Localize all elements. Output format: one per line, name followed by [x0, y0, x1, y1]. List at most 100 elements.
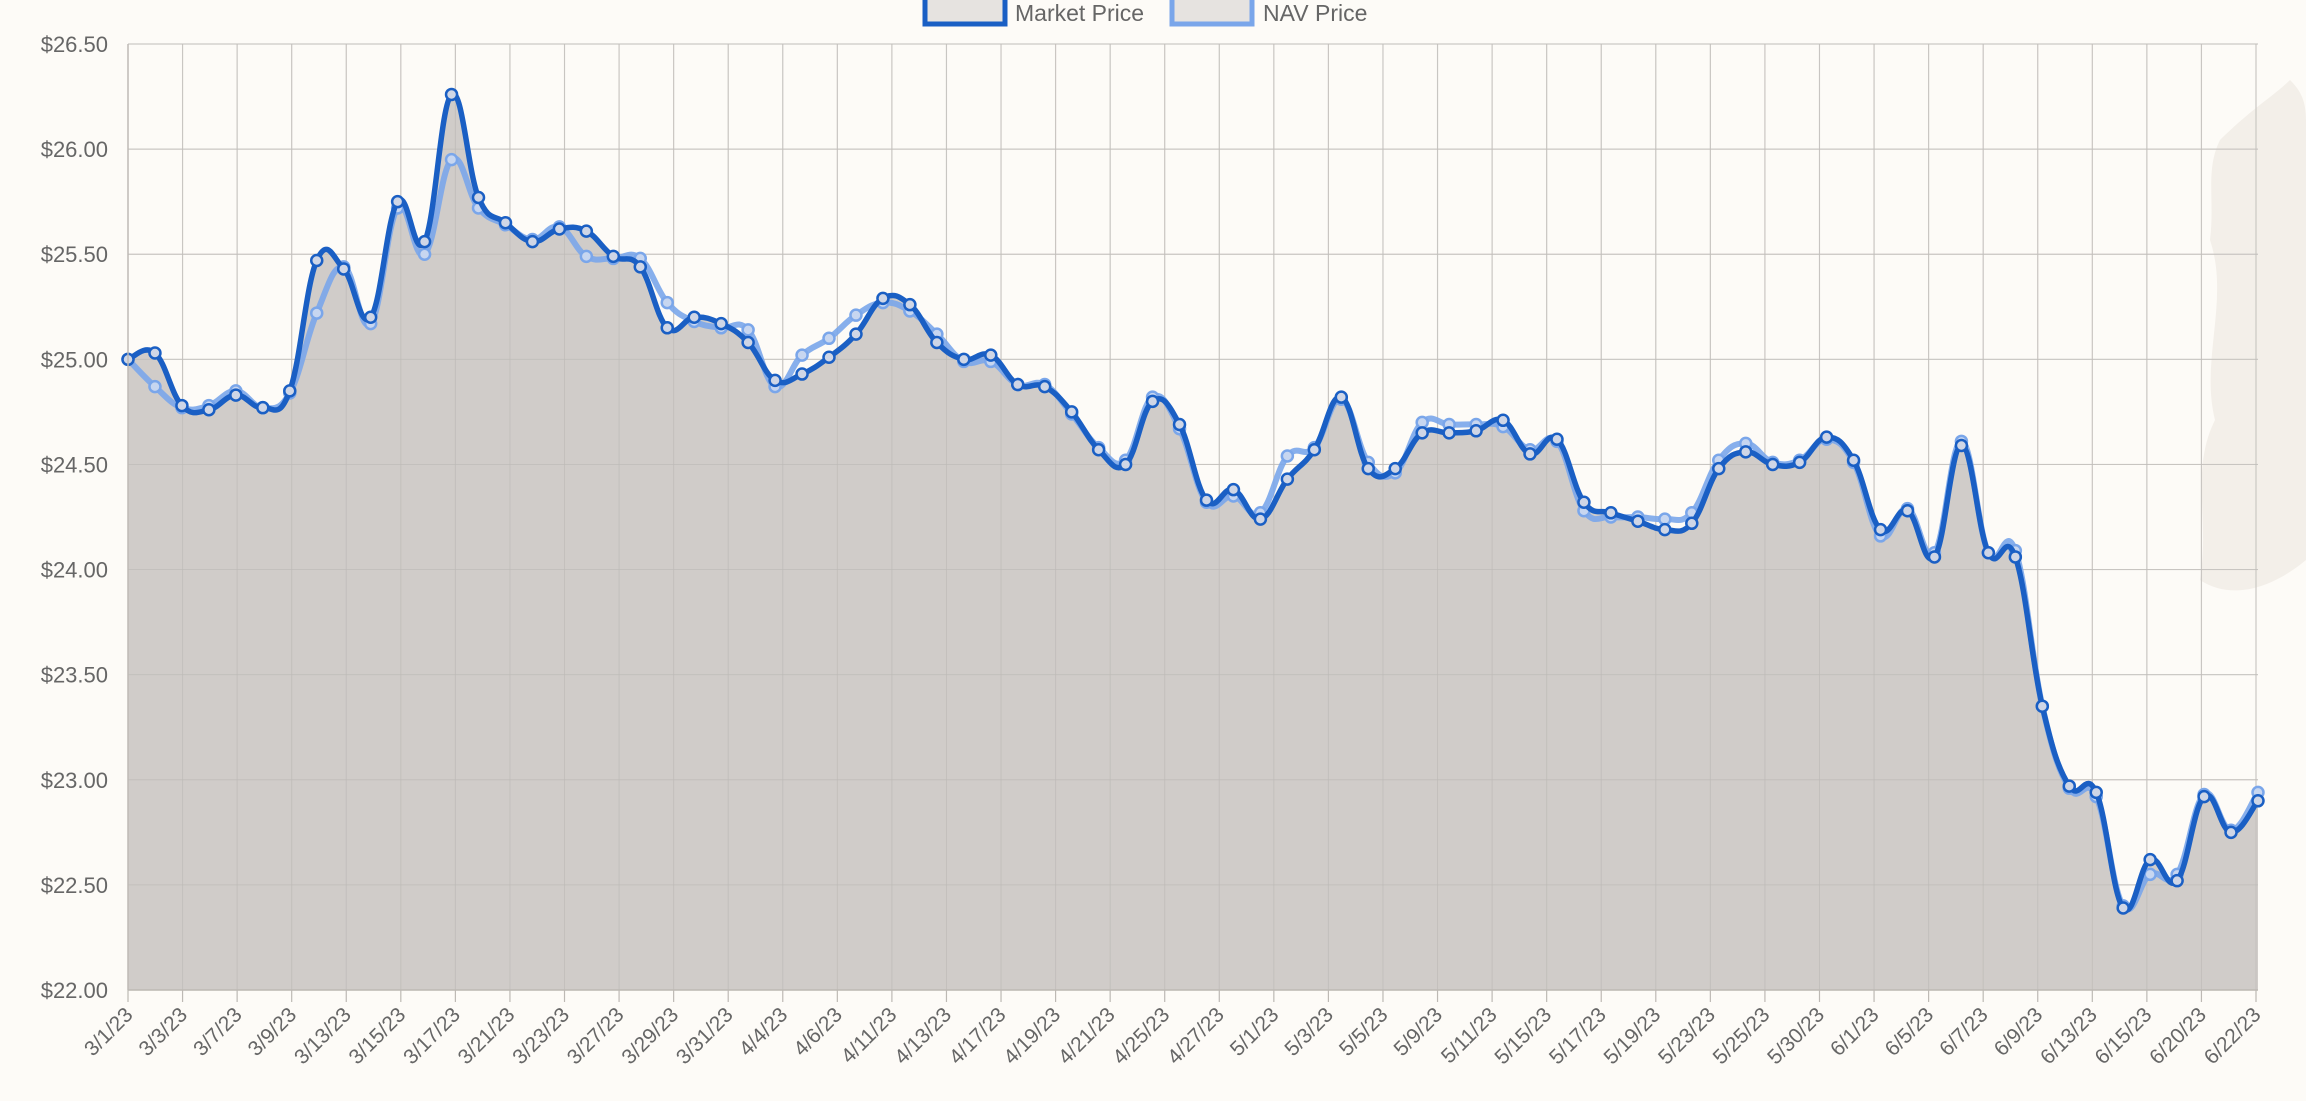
data-point[interactable]: [984, 348, 998, 362]
data-point[interactable]: [2008, 550, 2023, 564]
data-point[interactable]: [1253, 512, 1268, 526]
data-point[interactable]: [1954, 438, 1969, 453]
data-point[interactable]: [309, 306, 324, 320]
data-point[interactable]: [1873, 522, 1888, 537]
data-point[interactable]: [1145, 394, 1160, 409]
data-point[interactable]: [2251, 794, 2265, 808]
data-point[interactable]: [1118, 457, 1133, 472]
data-point[interactable]: [1523, 447, 1537, 461]
y-tick-label: $24.50: [41, 452, 108, 477]
data-point[interactable]: [687, 310, 701, 325]
data-point[interactable]: [660, 295, 674, 310]
data-point[interactable]: [1604, 506, 1618, 520]
data-point[interactable]: [1819, 430, 1834, 444]
data-point[interactable]: [498, 215, 513, 230]
legend-item-nav-price[interactable]: NAV Price: [1169, 0, 1367, 27]
x-tick-label: 5/11/23: [1437, 1003, 1502, 1068]
data-point[interactable]: [633, 260, 648, 274]
data-point[interactable]: [202, 403, 216, 417]
data-point[interactable]: [849, 308, 863, 322]
data-point[interactable]: [390, 194, 405, 209]
data-point[interactable]: [1550, 432, 1564, 446]
data-point[interactable]: [741, 335, 755, 350]
data-point[interactable]: [1010, 377, 1025, 392]
data-point[interactable]: [2062, 779, 2077, 793]
data-point[interactable]: [148, 379, 162, 394]
data-point[interactable]: [2197, 789, 2211, 804]
data-point[interactable]: [660, 321, 674, 335]
data-point[interactable]: [525, 234, 540, 249]
data-point[interactable]: [2143, 852, 2157, 867]
data-point[interactable]: [309, 253, 324, 268]
data-point[interactable]: [768, 373, 782, 388]
data-point[interactable]: [444, 87, 459, 102]
data-point[interactable]: [1037, 379, 1052, 394]
data-point[interactable]: [795, 367, 809, 381]
x-tick-label: 6/7/23: [1935, 1003, 1993, 1061]
data-point[interactable]: [175, 398, 189, 413]
legend-label-nav-price: NAV Price: [1263, 0, 1367, 26]
data-point[interactable]: [930, 335, 944, 350]
data-point[interactable]: [417, 247, 432, 261]
data-point[interactable]: [1199, 493, 1214, 507]
data-point[interactable]: [606, 249, 621, 264]
data-point[interactable]: [283, 384, 297, 398]
x-tick-label: 5/5/23: [1335, 1003, 1393, 1061]
data-point[interactable]: [1658, 522, 1672, 537]
data-point[interactable]: [2116, 901, 2130, 915]
data-point[interactable]: [1469, 424, 1483, 438]
data-point[interactable]: [1388, 461, 1402, 476]
data-point[interactable]: [1685, 516, 1699, 531]
data-point[interactable]: [1172, 417, 1187, 432]
data-point[interactable]: [1846, 453, 1861, 467]
data-point[interactable]: [822, 331, 836, 346]
data-point[interactable]: [714, 316, 728, 331]
data-point[interactable]: [2224, 825, 2238, 840]
data-point[interactable]: [336, 262, 351, 276]
data-point[interactable]: [822, 350, 836, 364]
data-point[interactable]: [876, 291, 890, 306]
data-point[interactable]: [1496, 413, 1510, 428]
data-point[interactable]: [2170, 873, 2184, 888]
data-point[interactable]: [1307, 442, 1322, 457]
data-point[interactable]: [1415, 426, 1429, 440]
data-point[interactable]: [2035, 699, 2050, 713]
data-point[interactable]: [552, 222, 567, 236]
data-point[interactable]: [849, 327, 863, 341]
legend-item-market-price[interactable]: Market Price: [922, 0, 1144, 27]
data-point[interactable]: [579, 224, 594, 238]
data-point[interactable]: [229, 388, 243, 402]
x-tick-label: 3/3/23: [135, 1003, 193, 1061]
data-point[interactable]: [363, 310, 378, 325]
data-point[interactable]: [1792, 455, 1807, 470]
data-point[interactable]: [1280, 449, 1295, 463]
data-point[interactable]: [1738, 445, 1753, 459]
data-point[interactable]: [1577, 495, 1591, 510]
data-point[interactable]: [1631, 514, 1645, 528]
data-point[interactable]: [148, 346, 162, 360]
data-point[interactable]: [2089, 785, 2103, 800]
data-point[interactable]: [903, 297, 917, 312]
data-point[interactable]: [1900, 503, 1915, 518]
data-point[interactable]: [1334, 390, 1349, 404]
data-point[interactable]: [1442, 426, 1456, 440]
data-point[interactable]: [1226, 482, 1241, 497]
data-point[interactable]: [1981, 545, 1996, 560]
data-point[interactable]: [1361, 461, 1376, 476]
x-tick-label: 5/30/23: [1763, 1003, 1829, 1069]
data-point[interactable]: [471, 190, 486, 205]
data-point[interactable]: [1765, 457, 1780, 472]
data-point[interactable]: [417, 234, 432, 249]
data-point[interactable]: [579, 249, 594, 264]
data-point[interactable]: [795, 348, 809, 362]
data-point[interactable]: [1280, 472, 1295, 486]
data-point[interactable]: [444, 152, 459, 167]
data-point[interactable]: [256, 400, 270, 415]
data-point[interactable]: [1712, 461, 1726, 476]
data-point[interactable]: [741, 323, 755, 337]
legend: Market Price NAV Price: [922, 0, 1367, 27]
data-point[interactable]: [1927, 550, 1942, 564]
data-point[interactable]: [957, 352, 971, 367]
data-point[interactable]: [1064, 405, 1079, 419]
data-point[interactable]: [1091, 442, 1106, 457]
